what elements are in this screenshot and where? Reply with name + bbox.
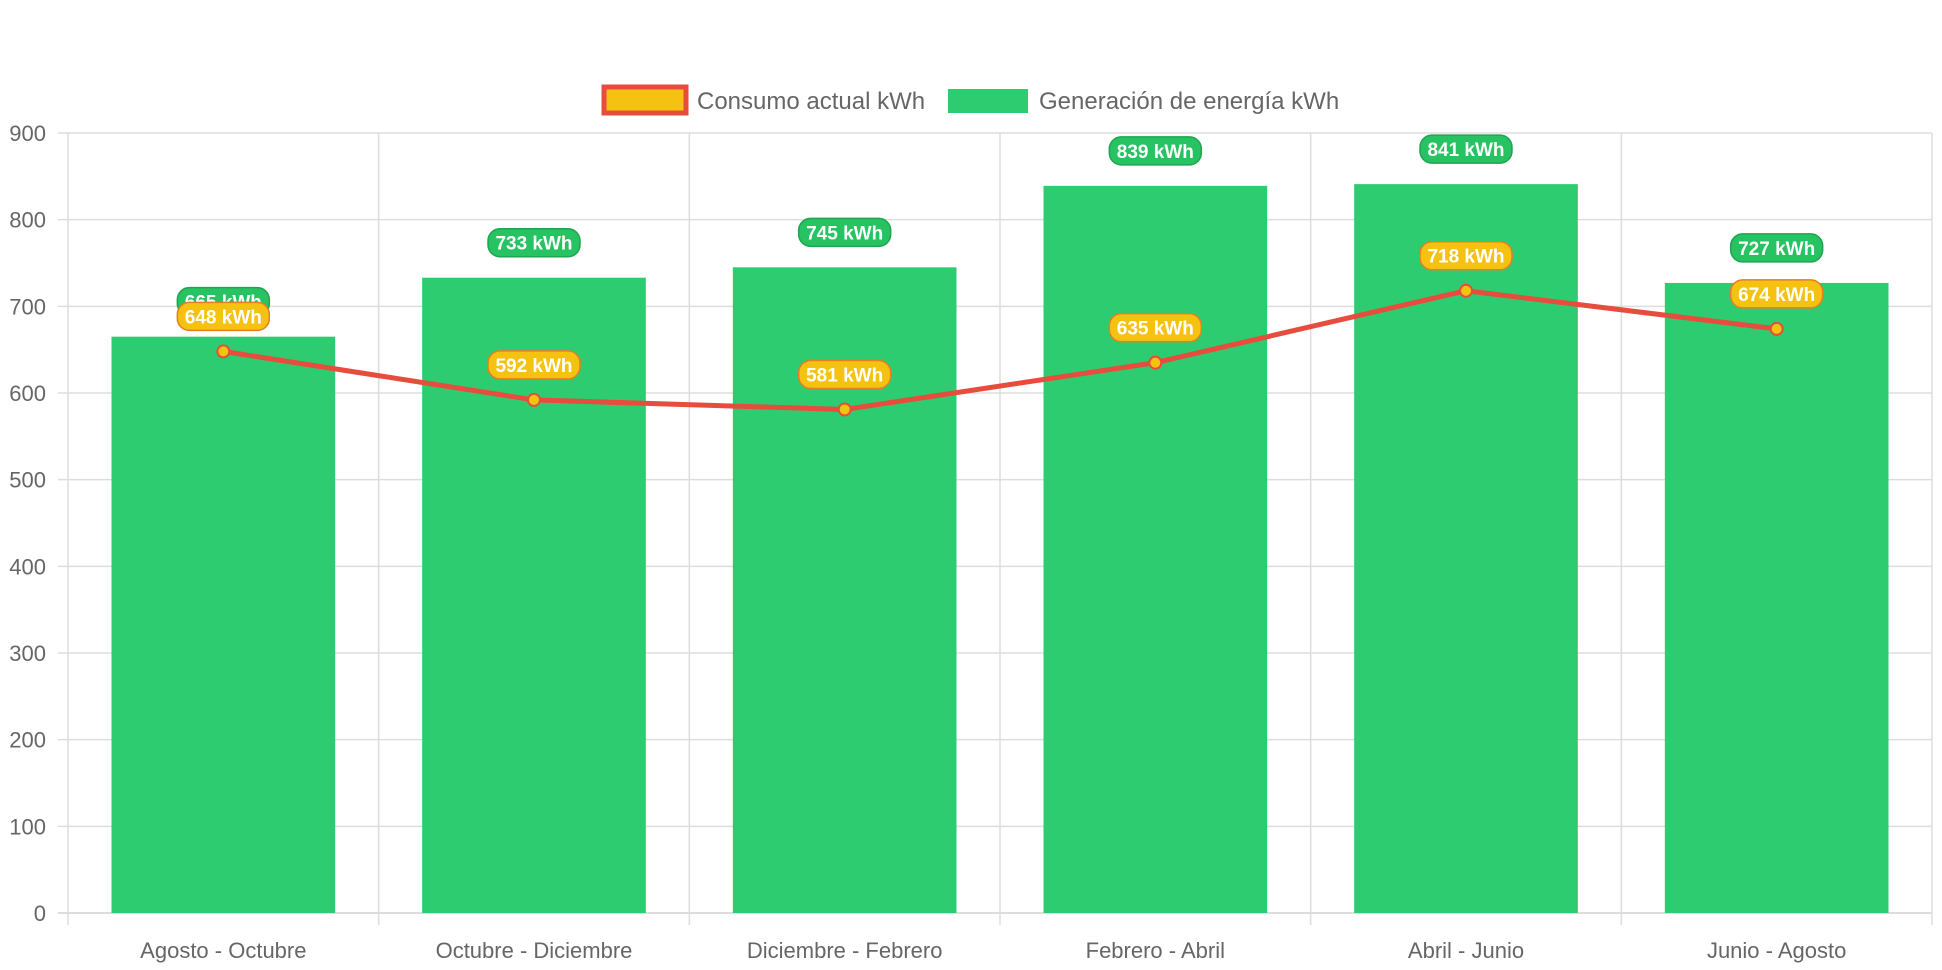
bar-value-label-bg <box>1419 134 1513 164</box>
legend-swatch-generacion <box>948 89 1028 113</box>
line-value-label: 635 kWh <box>1108 312 1203 343</box>
consumo-point[interactable] <box>527 392 541 407</box>
bar-value-label: 841 kWh <box>1419 134 1513 164</box>
line-value-label: 581 kWh <box>797 359 892 390</box>
y-tick-label: 500 <box>9 468 46 493</box>
consumo-point[interactable] <box>216 344 231 359</box>
bar-value-label-text: 727 kWh <box>1738 239 1815 260</box>
bar-value-label-text: 839 kWh <box>1117 142 1194 163</box>
bar-generacion[interactable] <box>422 277 646 913</box>
legend-label-generacion: Generación de energía kWh <box>1039 88 1339 115</box>
legend-swatch-consumo <box>601 84 689 116</box>
y-tick-label: 700 <box>9 294 46 319</box>
y-axis-ticks: 0 100 200 300 400 500 600 700 800 900 <box>9 121 46 926</box>
bar-value-label: 839 kWh <box>1108 136 1203 166</box>
consumption-line-group <box>216 283 1784 417</box>
x-tick-label: Octubre - Diciembre <box>436 938 633 963</box>
x-tick-label: Abril - Junio <box>1408 938 1524 963</box>
line-value-label-bg <box>1419 240 1513 271</box>
line-value-label-text: 648 kWh <box>185 307 262 328</box>
bar-value-label-bg <box>1729 233 1824 263</box>
bar-value-label-bg <box>487 227 581 258</box>
bar-value-label: 745 kWh <box>797 217 892 248</box>
bar-value-label-text: 745 kWh <box>806 223 883 244</box>
consumo-line <box>222 288 1777 412</box>
consumo-point[interactable] <box>1148 355 1163 370</box>
bar-generacion[interactable] <box>1664 282 1889 913</box>
bar-value-label-bg <box>1108 136 1203 166</box>
x-tick-label: Agosto - Octubre <box>140 938 306 963</box>
y-tick-label: 900 <box>9 121 46 146</box>
y-tick-label: 800 <box>9 208 46 233</box>
x-tick-label: Diciembre - Febrero <box>747 938 943 963</box>
line-value-label-bg <box>1108 312 1203 343</box>
y-tick-label: 600 <box>9 381 46 406</box>
y-tick-label: 400 <box>9 554 46 579</box>
line-value-label-text: 718 kWh <box>1427 247 1504 268</box>
line-value-label-text: 592 kWh <box>495 356 572 377</box>
bar-generacion[interactable] <box>1043 185 1268 913</box>
legend: Consumo actual kWh Generación de energía… <box>601 84 1339 116</box>
consumo-point[interactable] <box>1459 283 1473 298</box>
x-axis-ticks: Agosto - Octubre Octubre - Diciembre Dicie… <box>140 938 1846 963</box>
line-data-labels: 648 kWh 592 kWh 581 kWh 635 kWh 718 kWh 674 k… <box>176 240 1824 390</box>
line-value-label: 674 kWh <box>1729 279 1824 309</box>
x-tick-label: Junio - Agosto <box>1707 938 1846 963</box>
bar-generacion[interactable] <box>111 336 336 914</box>
line-value-label-bg <box>176 301 271 332</box>
y-tick-label: 100 <box>9 814 46 839</box>
generation-bars <box>111 184 1889 914</box>
y-tick-label: 0 <box>34 901 46 926</box>
bar-value-label-text: 841 kWh <box>1427 140 1504 161</box>
line-value-label: 648 kWh <box>176 301 271 332</box>
legend-item-generacion[interactable]: Generación de energía kWh <box>948 88 1339 115</box>
line-value-label-bg <box>1729 279 1824 309</box>
y-tick-label: 300 <box>9 641 46 666</box>
grid-lines <box>58 132 1933 925</box>
bar-value-label-text: 733 kWh <box>495 234 572 255</box>
line-value-label-text: 674 kWh <box>1738 285 1815 306</box>
line-value-label-text: 635 kWh <box>1117 319 1194 340</box>
consumo-point[interactable] <box>837 402 852 417</box>
y-tick-label: 200 <box>9 728 46 753</box>
line-value-label-text: 581 kWh <box>806 365 883 386</box>
line-value-label: 718 kWh <box>1419 240 1513 271</box>
x-tick-label: Febrero - Abril <box>1086 938 1225 963</box>
bar-value-label: 727 kWh <box>1729 233 1824 263</box>
legend-label-consumo: Consumo actual kWh <box>697 88 925 115</box>
line-value-label-bg <box>487 350 581 380</box>
bar-value-label: 733 kWh <box>487 227 581 258</box>
bar-value-label-bg <box>797 217 892 248</box>
legend-item-consumo[interactable]: Consumo actual kWh <box>601 84 925 116</box>
line-value-label: 592 kWh <box>487 350 581 380</box>
line-value-label-bg <box>797 359 892 390</box>
consumo-point[interactable] <box>1769 321 1784 336</box>
